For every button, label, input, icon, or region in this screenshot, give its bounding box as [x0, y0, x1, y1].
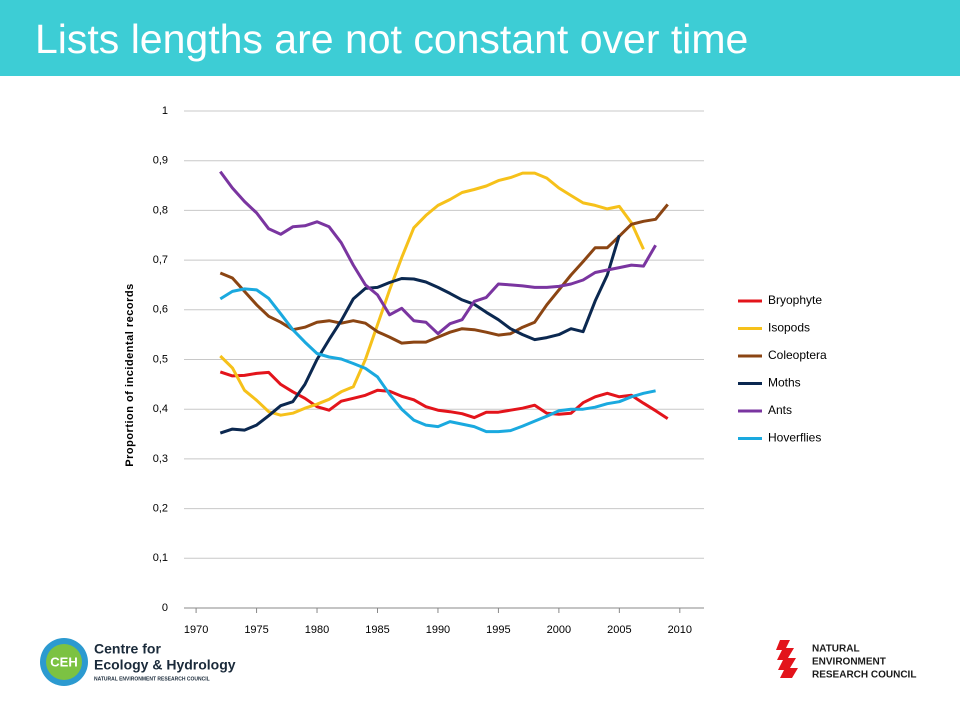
legend-label: Hoverflies [768, 431, 821, 445]
y-tick-label: 0,1 [153, 552, 168, 564]
y-axis-label: Proportion of incidental records [124, 283, 136, 466]
y-tick-label: 1 [162, 105, 168, 117]
x-tick-label: 1975 [244, 624, 268, 636]
title-bar [0, 0, 960, 76]
logo-mark: CEH [50, 654, 77, 669]
ceh-logo: CEH Centre for Ecology & Hydrology NATUR… [40, 638, 236, 686]
series-line [219, 203, 669, 345]
logo-text: NATURAL [812, 644, 860, 655]
x-tick-label: 2005 [607, 624, 631, 636]
x-tick-label: 1970 [184, 624, 208, 636]
y-tick-label: 0,4 [153, 403, 168, 415]
x-tick-label: 1980 [305, 624, 329, 636]
series-line [219, 234, 621, 435]
nerc-logo: NATURAL ENVIRONMENT RESEARCH COUNCIL [776, 640, 916, 681]
y-tick-label: 0,5 [153, 353, 168, 365]
series-line [219, 370, 669, 420]
logo-subtext: NATURAL ENVIRONMENT RESEARCH COUNCIL [94, 676, 210, 682]
logo-text: ENVIRONMENT [812, 657, 886, 668]
slide-title: Lists lengths are not constant over time [35, 16, 748, 62]
y-tick-label: 0,7 [153, 254, 168, 266]
logo-text: Ecology & Hydrology [94, 657, 236, 673]
logo-text: RESEARCH COUNCIL [812, 670, 916, 681]
legend-label: Moths [768, 376, 801, 390]
x-tick-label: 1995 [486, 624, 510, 636]
y-tick-label: 0,9 [153, 155, 168, 167]
y-tick-label: 0 [162, 602, 168, 614]
x-tick-label: 1990 [426, 624, 450, 636]
legend-label: Coleoptera [768, 348, 827, 362]
logo-inner [46, 644, 82, 680]
logo-text: Centre for [94, 641, 161, 657]
series-line [219, 171, 645, 417]
legend-label: Isopods [768, 321, 810, 335]
y-tick-label: 0,2 [153, 503, 168, 515]
series-line [219, 287, 656, 434]
x-tick-label: 1985 [365, 624, 389, 636]
y-tick-label: 0,3 [153, 453, 168, 465]
y-tick-label: 0,8 [153, 204, 168, 216]
y-tick-label: 0,6 [153, 304, 168, 316]
logo-icon [776, 640, 798, 678]
legend-label: Ants [768, 403, 792, 417]
legend-label: Bryophyte [768, 293, 822, 307]
x-tick-label: 2000 [547, 624, 571, 636]
x-tick-label: 2010 [668, 624, 692, 636]
series-line [219, 170, 657, 336]
